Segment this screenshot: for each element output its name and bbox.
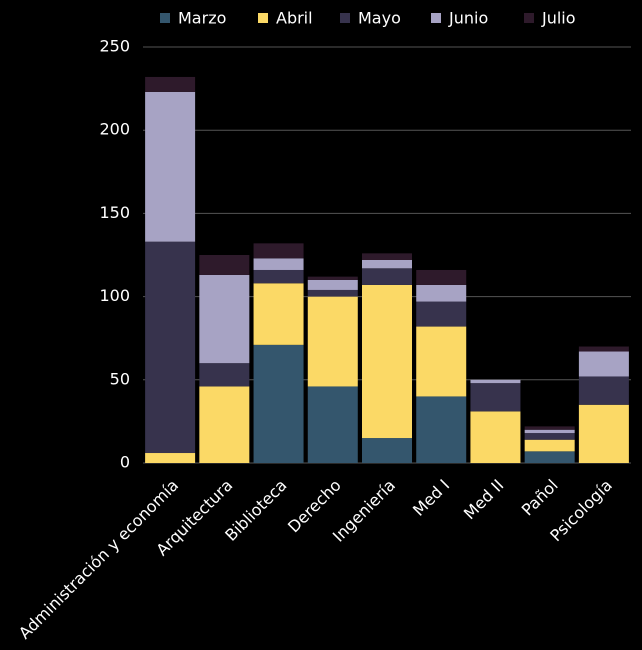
bar-segment <box>524 439 575 452</box>
bar-segment <box>362 268 412 285</box>
bar-segment <box>416 269 467 285</box>
bar-segment <box>307 296 358 387</box>
bar-segment <box>307 386 358 463</box>
y-tick-label: 50 <box>110 369 130 388</box>
bar-segment <box>253 269 304 284</box>
y-tick-label: 0 <box>120 453 130 472</box>
legend-label: Marzo <box>178 9 226 28</box>
x-tick-label: Pañol <box>518 476 562 520</box>
bar-segment <box>470 411 521 463</box>
bar-segment <box>362 259 412 269</box>
bar-segment <box>145 76 196 92</box>
bar-segment <box>253 243 304 259</box>
bar-segment <box>416 301 467 327</box>
bar-segment <box>199 255 250 275</box>
x-tick-label: Med I <box>409 476 453 520</box>
legend-swatch <box>258 13 268 23</box>
bar-segment <box>362 284 412 439</box>
x-tick-label: Administración y economía <box>15 476 182 643</box>
bar-segment <box>470 383 521 412</box>
y-tick-label: 250 <box>99 37 130 56</box>
bar-segment <box>524 433 575 440</box>
bar-segment <box>253 258 304 270</box>
bar-segment <box>253 283 304 345</box>
bar-segment <box>145 453 196 463</box>
bar-segment <box>470 379 521 384</box>
bar-segment <box>524 451 575 463</box>
bar-segment <box>578 351 629 377</box>
bar-segment <box>524 429 575 434</box>
bar-segment <box>199 386 250 463</box>
bar-segment <box>145 241 196 454</box>
bar-segment <box>307 279 358 290</box>
bar-segment <box>578 404 629 463</box>
bar-segment <box>416 396 467 463</box>
legend-swatch <box>431 13 441 23</box>
legend-swatch <box>340 13 350 23</box>
bar-segment <box>253 344 304 463</box>
bar-segment <box>199 363 250 387</box>
bar-segment <box>416 326 467 397</box>
bar-segment <box>416 284 467 302</box>
bar-segment <box>307 276 358 280</box>
bar-segment <box>578 346 629 352</box>
bar-segment <box>307 289 358 297</box>
legend-swatch <box>160 13 170 23</box>
bar-segment <box>578 376 629 405</box>
bar-segment <box>145 91 196 242</box>
y-tick-label: 150 <box>99 203 130 222</box>
legend-label: Mayo <box>358 9 401 28</box>
x-tick-label: Med II <box>460 476 508 524</box>
y-tick-label: 100 <box>99 286 130 305</box>
bar-segment <box>362 438 412 463</box>
legend-label: Junio <box>448 9 488 28</box>
bar-segment <box>524 426 575 430</box>
legend-label: Abril <box>276 9 313 28</box>
legend-swatch <box>524 13 534 23</box>
legend-label: Julio <box>541 9 576 28</box>
bar-segment <box>362 253 412 260</box>
bar-segment <box>199 274 250 364</box>
y-tick-label: 200 <box>99 120 130 139</box>
